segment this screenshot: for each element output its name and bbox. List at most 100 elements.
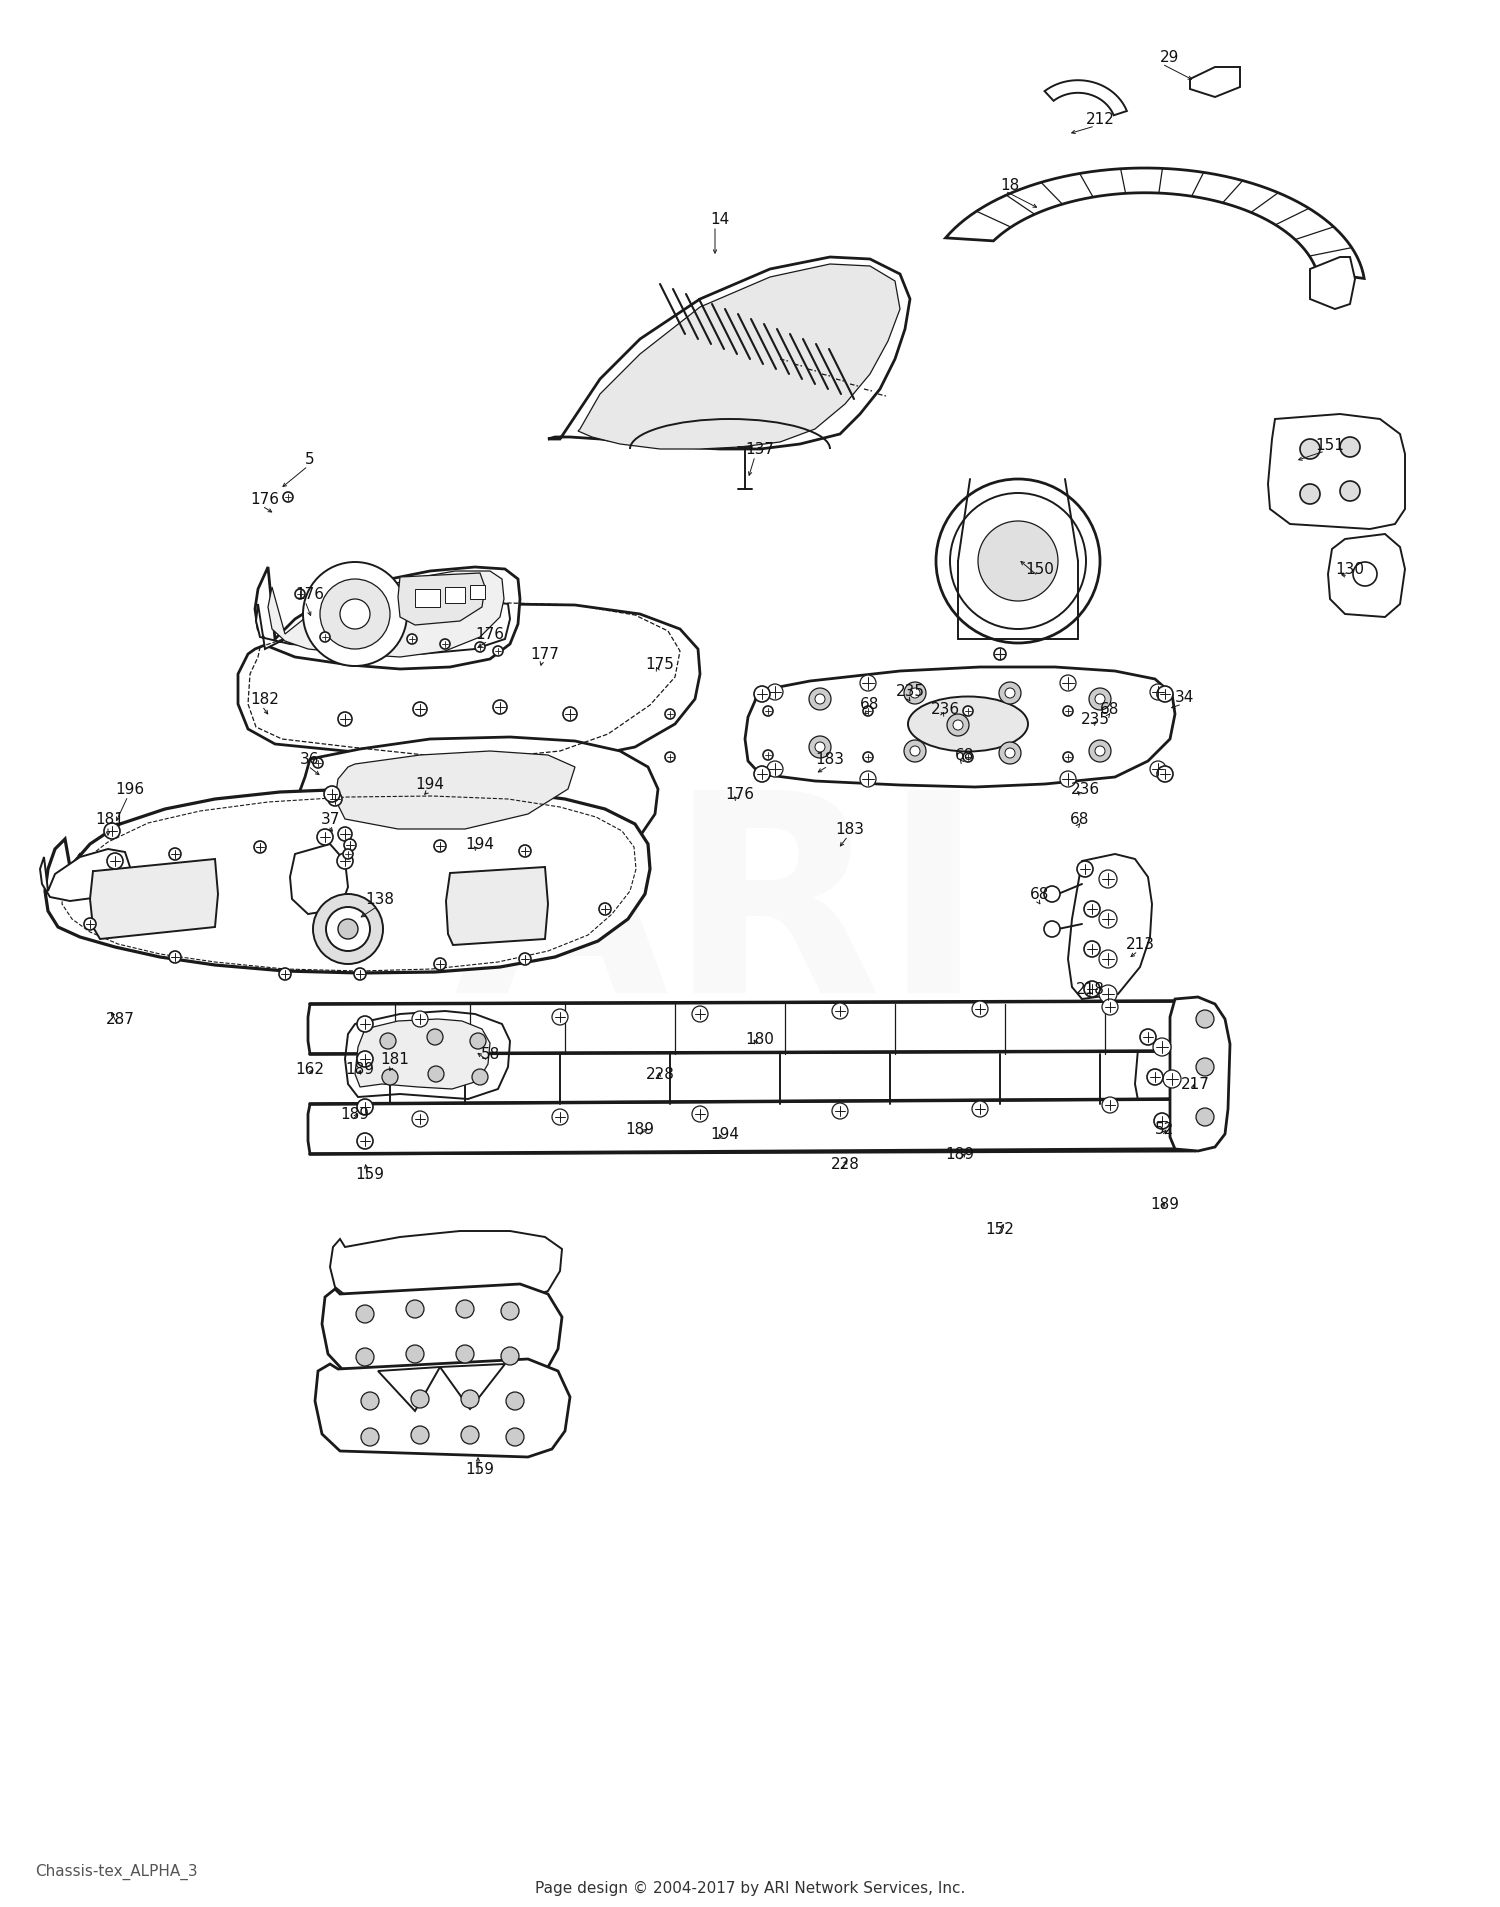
Circle shape xyxy=(833,1104,848,1119)
Text: 176: 176 xyxy=(726,788,754,803)
Circle shape xyxy=(1005,749,1016,759)
Text: 189: 189 xyxy=(340,1106,369,1121)
Circle shape xyxy=(506,1392,524,1411)
Text: 176: 176 xyxy=(251,492,279,507)
Polygon shape xyxy=(1068,854,1152,999)
Polygon shape xyxy=(746,667,1174,788)
Text: 36: 36 xyxy=(300,751,320,767)
Text: 228: 228 xyxy=(831,1158,860,1173)
Text: 52: 52 xyxy=(1155,1121,1174,1137)
Circle shape xyxy=(1084,902,1100,917)
Circle shape xyxy=(552,1110,568,1125)
Polygon shape xyxy=(1310,257,1354,309)
Text: 235: 235 xyxy=(1080,711,1110,727)
Circle shape xyxy=(303,563,406,667)
Circle shape xyxy=(433,841,445,852)
Circle shape xyxy=(1064,753,1072,763)
Polygon shape xyxy=(1136,1020,1202,1118)
Text: 29: 29 xyxy=(1161,50,1179,65)
Circle shape xyxy=(411,1426,429,1444)
Circle shape xyxy=(356,1348,374,1365)
Polygon shape xyxy=(548,257,910,450)
Circle shape xyxy=(963,707,974,717)
Circle shape xyxy=(314,894,382,965)
Circle shape xyxy=(754,687,770,702)
Text: 213: 213 xyxy=(1125,936,1155,952)
Circle shape xyxy=(104,824,120,839)
Circle shape xyxy=(999,742,1022,765)
Circle shape xyxy=(84,919,96,931)
Text: Chassis-tex_ALPHA_3: Chassis-tex_ALPHA_3 xyxy=(34,1863,198,1878)
Circle shape xyxy=(1100,950,1118,969)
Circle shape xyxy=(456,1301,474,1318)
Circle shape xyxy=(338,713,352,727)
Circle shape xyxy=(1044,887,1060,902)
Circle shape xyxy=(1196,1058,1214,1076)
Circle shape xyxy=(340,599,370,629)
Circle shape xyxy=(1340,482,1360,502)
Polygon shape xyxy=(334,751,574,830)
Circle shape xyxy=(460,1390,478,1407)
Text: 176: 176 xyxy=(476,627,504,643)
Circle shape xyxy=(314,759,322,769)
Text: 194: 194 xyxy=(711,1127,740,1142)
Circle shape xyxy=(664,709,675,719)
Circle shape xyxy=(1095,694,1106,704)
Circle shape xyxy=(1060,675,1076,692)
Circle shape xyxy=(254,841,266,854)
Circle shape xyxy=(344,849,352,860)
Circle shape xyxy=(692,1007,708,1022)
Circle shape xyxy=(1102,999,1118,1015)
Circle shape xyxy=(764,707,772,717)
Circle shape xyxy=(1156,687,1173,702)
Circle shape xyxy=(279,969,291,980)
Text: 159: 159 xyxy=(356,1167,384,1182)
Circle shape xyxy=(427,1030,442,1045)
Text: 162: 162 xyxy=(296,1062,324,1077)
Text: 287: 287 xyxy=(105,1013,135,1028)
Circle shape xyxy=(1084,982,1100,997)
Circle shape xyxy=(326,908,370,952)
Circle shape xyxy=(1150,685,1166,700)
Text: 68: 68 xyxy=(1071,812,1089,828)
Polygon shape xyxy=(40,849,130,902)
Text: 68: 68 xyxy=(956,748,975,763)
Text: 196: 196 xyxy=(116,782,144,797)
Polygon shape xyxy=(90,860,218,940)
Circle shape xyxy=(338,919,358,940)
Circle shape xyxy=(338,828,352,841)
Circle shape xyxy=(357,1100,374,1116)
Polygon shape xyxy=(1328,534,1406,618)
Circle shape xyxy=(904,683,926,704)
Circle shape xyxy=(506,1428,524,1446)
Text: 58: 58 xyxy=(480,1047,500,1062)
Text: 68: 68 xyxy=(861,698,879,711)
Circle shape xyxy=(936,481,1100,645)
Circle shape xyxy=(815,694,825,704)
Circle shape xyxy=(1100,870,1118,889)
Circle shape xyxy=(1060,772,1076,788)
Circle shape xyxy=(904,740,926,763)
Circle shape xyxy=(978,523,1058,603)
Circle shape xyxy=(501,1302,519,1320)
Circle shape xyxy=(808,736,831,759)
Text: 218: 218 xyxy=(1076,982,1104,997)
Circle shape xyxy=(859,772,876,788)
Text: Page design © 2004-2017 by ARI Network Services, Inc.: Page design © 2004-2017 by ARI Network S… xyxy=(536,1880,964,1894)
Circle shape xyxy=(692,1106,708,1123)
Text: 181: 181 xyxy=(96,812,124,828)
Text: 130: 130 xyxy=(1335,563,1365,578)
Circle shape xyxy=(552,1009,568,1026)
Text: 18: 18 xyxy=(1000,177,1020,193)
Circle shape xyxy=(815,742,825,753)
Text: 152: 152 xyxy=(986,1222,1014,1238)
Polygon shape xyxy=(1268,416,1406,530)
Circle shape xyxy=(357,1133,374,1150)
Circle shape xyxy=(519,954,531,965)
Circle shape xyxy=(106,854,123,870)
Circle shape xyxy=(1148,1070,1162,1085)
Circle shape xyxy=(766,685,783,700)
Circle shape xyxy=(946,715,969,736)
Circle shape xyxy=(833,1003,848,1020)
Circle shape xyxy=(1100,986,1118,1003)
